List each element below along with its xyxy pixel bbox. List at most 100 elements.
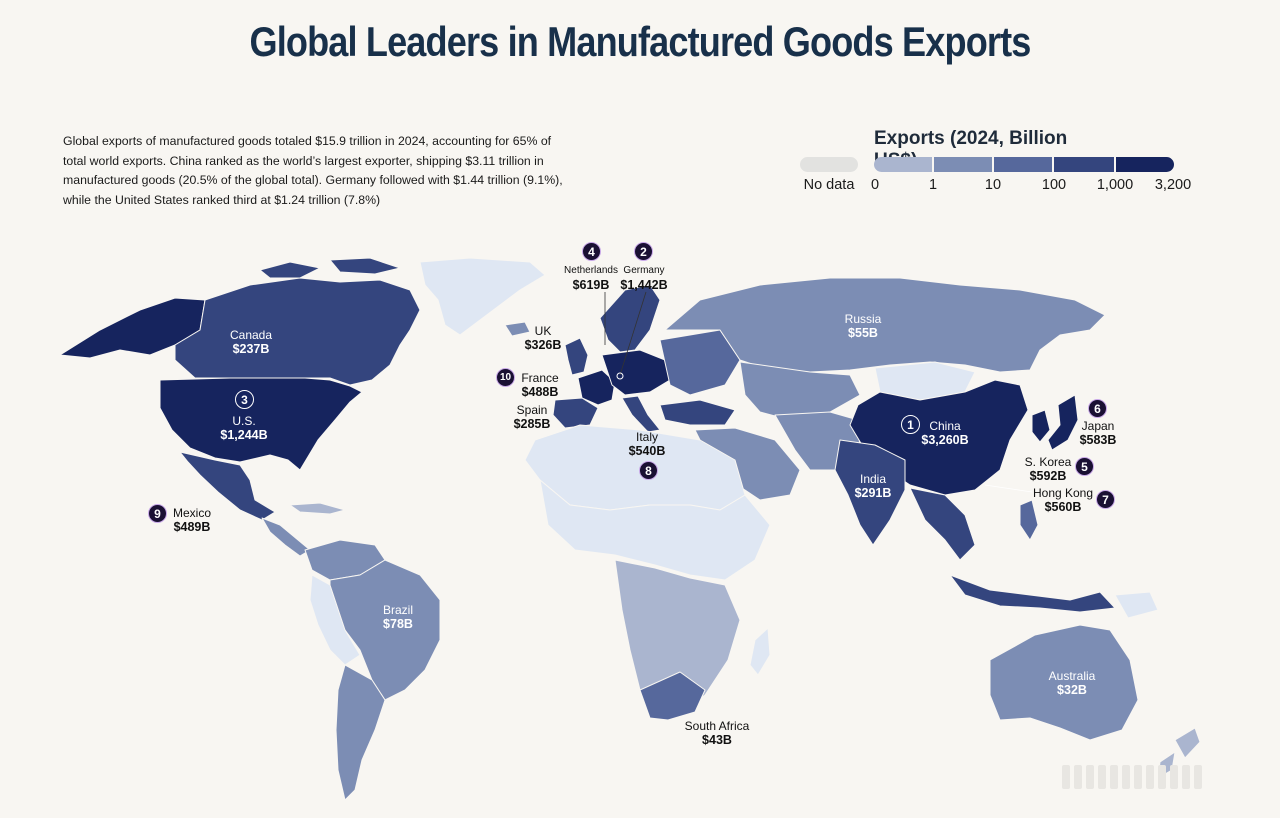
label-south-africa: South Africa $43B xyxy=(685,719,750,747)
papua-new-guinea xyxy=(1114,591,1159,619)
label-india: India $291B xyxy=(855,472,892,500)
italy xyxy=(621,395,661,433)
label-italy: Italy $540B xyxy=(629,430,666,458)
legend-tick-0: 0 xyxy=(870,177,880,193)
country-value: $326B xyxy=(524,338,562,352)
label-australia: Australia $32B xyxy=(1049,669,1096,697)
legend-tick-1: 1 xyxy=(928,177,938,193)
rank-badge-italy: 8 xyxy=(639,461,658,480)
usa xyxy=(159,377,363,471)
country-name: Australia xyxy=(1048,669,1096,683)
label-russia: Russia $55B xyxy=(845,312,882,340)
label-canada: Canada $237B xyxy=(230,328,272,356)
label-japan: Japan $583B xyxy=(1080,419,1117,447)
legend-bin-2 xyxy=(994,157,1052,172)
korea xyxy=(1031,409,1051,443)
west-central-africa xyxy=(539,479,771,581)
southern-cone xyxy=(335,664,386,801)
label-uk: UK $326B xyxy=(525,324,562,352)
country-name: Russia xyxy=(844,312,882,326)
legend-tick-4: 1,000 xyxy=(1096,177,1134,193)
country-value: $488B xyxy=(521,385,559,399)
rank-badge-germany: 2 xyxy=(634,242,653,261)
country-name: U.S. xyxy=(232,414,256,428)
leader-germany xyxy=(619,291,647,376)
country-name: Netherlands xyxy=(564,265,618,276)
legend-tick-5: 3,200 xyxy=(1154,177,1192,193)
label-us: U.S. $1,244B xyxy=(220,414,267,442)
country-name: Spain xyxy=(516,403,548,417)
india xyxy=(834,439,906,546)
label-germany: Germany $1,442B xyxy=(620,264,667,292)
central-america xyxy=(261,517,311,557)
turkey xyxy=(659,399,736,426)
country-name: France xyxy=(521,371,559,385)
greenland xyxy=(419,257,546,336)
rank-badge-hong-kong: 7 xyxy=(1096,490,1115,509)
legend-no-data-swatch xyxy=(800,157,858,172)
country-value: $43B xyxy=(702,733,732,747)
country-name: Mexico xyxy=(172,506,212,520)
southeast-asia xyxy=(909,487,976,561)
rank-badge-s-korea: 5 xyxy=(1075,457,1094,476)
madagascar xyxy=(749,627,771,676)
iberia xyxy=(552,397,599,429)
country-value: $78B xyxy=(383,617,413,631)
label-mexico: Mexico $489B xyxy=(173,506,211,534)
country-value: $1,244B xyxy=(220,428,268,442)
iceland xyxy=(504,321,531,337)
country-name: China xyxy=(929,419,961,433)
country-value: $592B xyxy=(1029,469,1067,483)
country-value: $1,442B xyxy=(620,278,668,292)
country-name: India xyxy=(859,472,887,486)
indonesia xyxy=(949,574,1116,613)
rank-badge-us: 3 xyxy=(235,390,254,409)
southern-africa xyxy=(614,559,741,719)
country-name: South Africa xyxy=(684,719,750,733)
country-value: $237B xyxy=(232,342,270,356)
label-france: France $488B xyxy=(521,371,558,399)
legend-bin-1 xyxy=(934,157,992,172)
country-value: $285B xyxy=(513,417,551,431)
country-value: $540B xyxy=(628,444,666,458)
country-value: $55B xyxy=(848,326,878,340)
country-value: $489B xyxy=(173,520,211,534)
country-name: Italy xyxy=(635,430,658,444)
country-name: Canada xyxy=(229,328,273,342)
marker-germany xyxy=(616,372,624,380)
intro-paragraph: Global exports of manufactured goods tot… xyxy=(63,134,563,207)
uk xyxy=(564,337,589,376)
legend-no-data-label: No data xyxy=(803,177,855,193)
australia xyxy=(989,624,1139,741)
page-title: Global Leaders in Manufactured Goods Exp… xyxy=(249,18,1031,65)
legend-bin-3 xyxy=(1054,157,1114,172)
rank-badge-japan: 6 xyxy=(1088,399,1107,418)
caribbean xyxy=(289,502,346,515)
japan xyxy=(1047,394,1079,451)
label-china: China $3,260B xyxy=(921,419,968,447)
rank-badge-france: 10 xyxy=(496,368,515,387)
legend-tick-2: 10 xyxy=(984,177,1002,193)
canada xyxy=(174,277,421,386)
canada-islands xyxy=(259,257,401,279)
country-name: Hong Kong xyxy=(1032,486,1094,500)
scandinavia xyxy=(599,284,661,353)
country-value: $560B xyxy=(1044,500,1082,514)
philippines xyxy=(1019,499,1039,541)
rank-badge-china: 1 xyxy=(901,415,920,434)
label-netherlands: Netherlands $619B xyxy=(564,264,618,292)
legend-tick-3: 100 xyxy=(1041,177,1067,193)
country-value: $3,260B xyxy=(921,433,969,447)
label-hong-kong: Hong Kong $560B xyxy=(1033,486,1093,514)
watermark-logo xyxy=(1062,762,1258,792)
country-name: Brazil xyxy=(382,603,414,617)
country-value: $32B xyxy=(1057,683,1087,697)
label-brazil: Brazil $78B xyxy=(383,603,413,631)
rank-badge-mexico: 9 xyxy=(148,504,167,523)
mexico xyxy=(179,451,276,521)
country-name: Japan xyxy=(1081,419,1115,433)
legend-bin-4 xyxy=(1116,157,1174,172)
country-name: S. Korea xyxy=(1024,455,1072,469)
country-value: $619B xyxy=(572,278,610,292)
